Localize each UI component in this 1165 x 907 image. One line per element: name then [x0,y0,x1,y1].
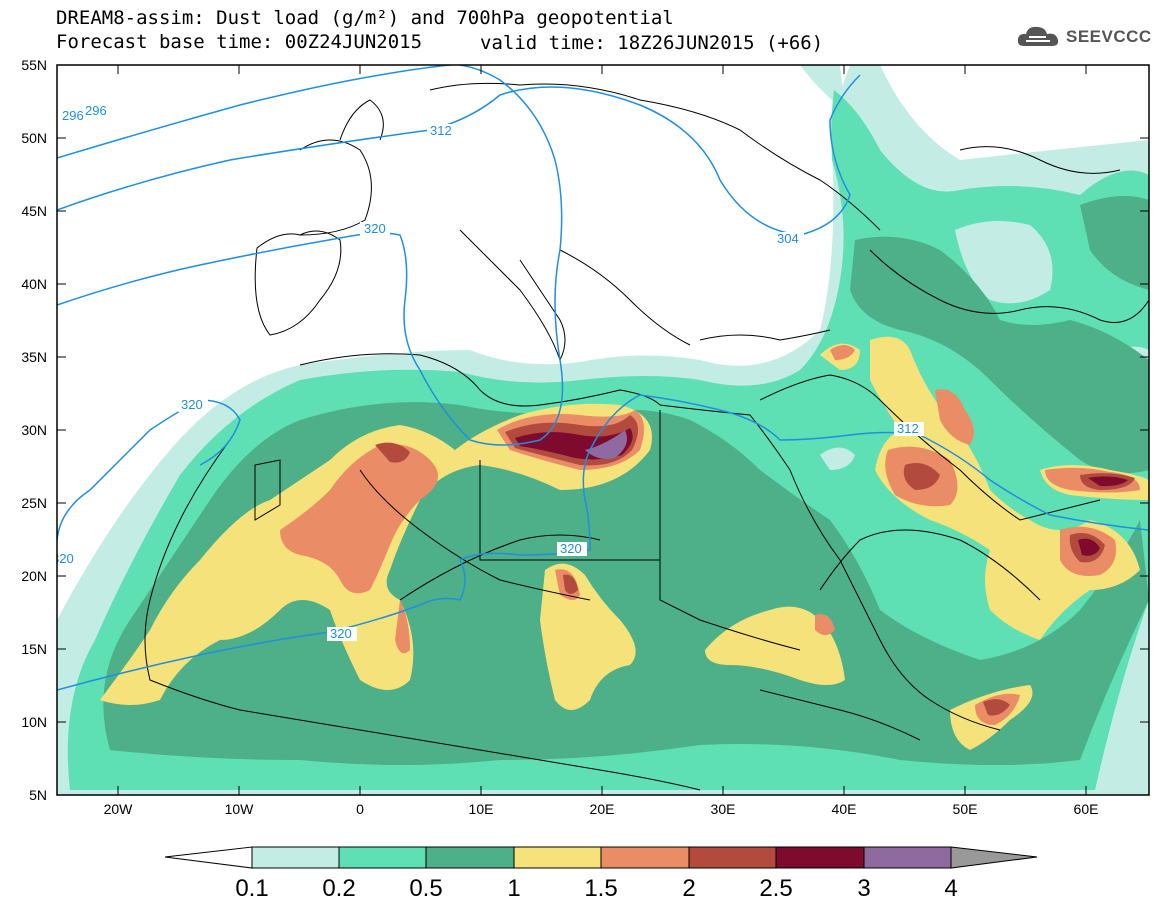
lat-label: 40N [21,276,47,292]
lat-label: 15N [21,641,47,657]
contour-label: 320 [560,541,582,556]
colorbar-segment [338,846,427,869]
seevccc-logo: SEEVCCC [1016,22,1152,52]
colorbar [164,846,1038,869]
colorbar-segment [863,846,952,869]
lat-label: 20N [21,568,47,584]
colorbar-label: 1 [507,875,520,902]
lat-label: 5N [29,787,47,803]
dust-level-3 [585,430,628,459]
lat-label: 30N [21,422,47,438]
valid-time: valid time: 18Z26JUN2015 (+66) [480,32,824,54]
contour-label: 320 [181,397,203,412]
lon-label: 50E [953,801,978,817]
contour-label: 296 [85,103,107,118]
contour-label: 320 [52,551,74,566]
colorbar-low-arrow [164,846,253,869]
colorbar-label: 1.5 [584,875,617,902]
lat-label: 35N [21,349,47,365]
lon-label: 0 [356,801,364,817]
colorbar-label: 3 [857,875,870,902]
contour-label: 320 [364,221,386,236]
lat-label: 25N [21,495,47,511]
colorbar-segment [513,846,602,869]
geopotential-contours [57,65,1149,691]
contour-label: 312 [430,123,452,138]
lat-label: 45N [21,203,47,219]
lon-label: 10W [225,801,255,817]
lat-label: 55N [21,57,47,73]
latitude-axis: 55N 50N 45N 40N 35N 30N 25N 20N 15N 10N … [21,57,1149,803]
coastlines [144,82,1149,791]
colorbar-label: 2 [682,875,695,902]
colorbar-segment [688,846,777,869]
colorbar-label: 0.1 [235,875,268,902]
dust-field: 296 296 312 320 304 320 312 320 320 320 [52,65,1149,795]
lon-label: 10E [469,801,494,817]
lon-label: 20W [104,801,134,817]
cloud-logo-icon [1017,26,1059,46]
longitude-axis: 20W 10W 0 10E 20E 30E 40E 50E 60E [104,65,1099,817]
lon-label: 40E [832,801,857,817]
colorbar-segment [600,846,690,869]
colorbar-high-arrow [950,846,1038,869]
colorbar-segment [775,846,865,869]
colorbar-label: 2.5 [759,875,792,902]
contour-label: 312 [897,421,919,436]
lat-label: 10N [21,714,47,730]
contour-label: 304 [777,231,799,246]
colorbar-label: 4 [944,875,957,902]
colorbar-segment [425,846,515,869]
lon-label: 20E [590,801,615,817]
colorbar-segment [251,846,340,869]
logo-text: SEEVCCC [1066,27,1152,46]
lon-label: 30E [711,801,736,817]
colorbar-label: 0.2 [322,875,355,902]
chart-title: DREAM8-assim: Dust load (g/m²) and 700hP… [56,7,674,29]
forecast-base-time: Forecast base time: 00Z24JUN2015 [56,31,423,53]
contour-label: 296 [62,108,84,123]
lat-label: 50N [21,130,47,146]
colorbar-label: 0.5 [409,875,442,902]
contour-label: 320 [330,626,352,641]
contour-labels: 296 296 312 320 304 320 312 320 320 320 [52,103,924,641]
colorbar-labels: 0.1 0.2 0.5 1 1.5 2 2.5 3 4 [235,875,957,902]
lon-label: 60E [1074,801,1099,817]
